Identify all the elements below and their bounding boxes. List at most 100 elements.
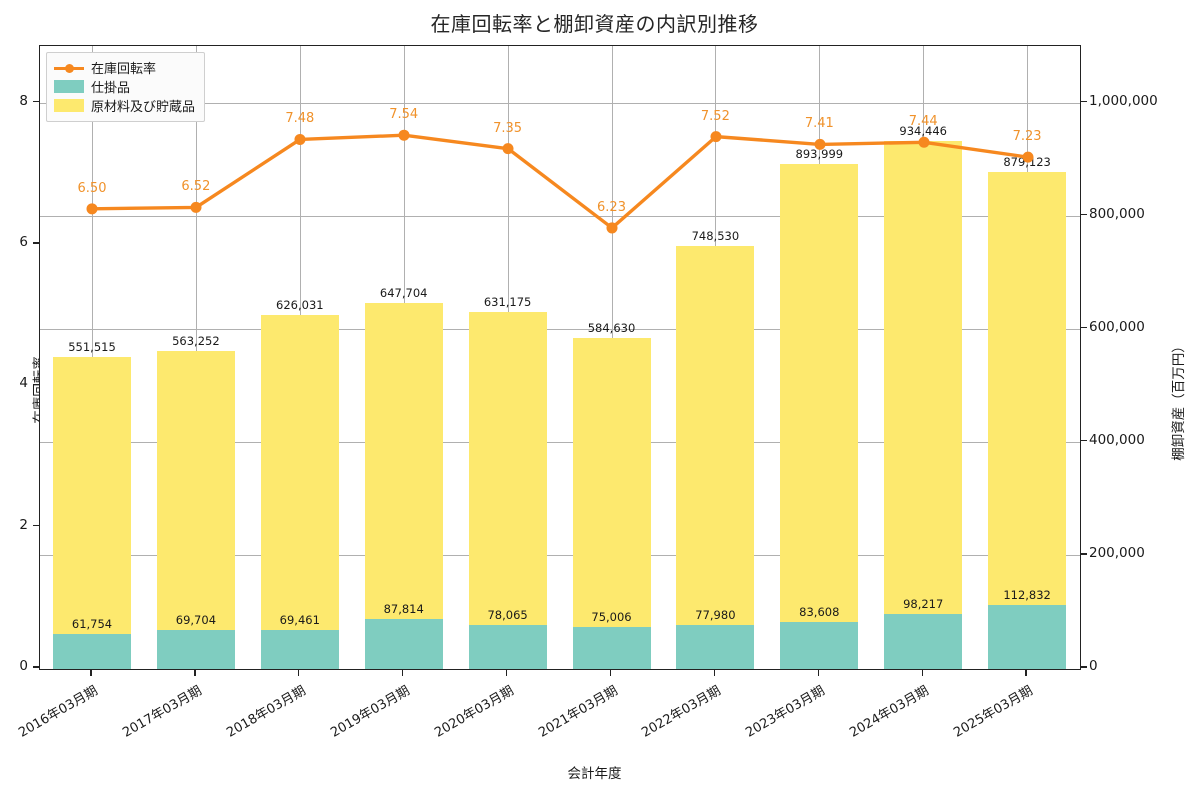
y-axis-right-tickmark: [1081, 100, 1087, 103]
bar-segment-wip[interactable]: [884, 613, 963, 669]
line-data-point[interactable]: [86, 203, 98, 215]
legend-item[interactable]: 在庫回転率: [54, 58, 195, 77]
bar-wip-label: 77,980: [695, 607, 736, 622]
x-axis-tickmark: [1025, 670, 1027, 676]
bar-segment-wip[interactable]: [988, 605, 1067, 669]
line-data-point[interactable]: [190, 201, 202, 213]
x-axis-tickmark: [817, 670, 819, 676]
line-data-point[interactable]: [1022, 151, 1034, 163]
bar-total-label: 584,630: [587, 321, 636, 336]
gridline-horizontal: [40, 328, 1080, 330]
x-axis-tickmark: [298, 670, 300, 676]
line-data-point[interactable]: [710, 131, 722, 143]
y-axis-right-tick-label: 800,000: [1089, 205, 1145, 222]
y-axis-left-tick-label: 2: [19, 516, 28, 533]
line-point-label: 6.50: [77, 180, 107, 196]
bar-segment-wip[interactable]: [780, 621, 859, 669]
legend-color-swatch-icon: [54, 80, 84, 93]
x-axis-tick-label: 2023年03月期: [743, 683, 828, 741]
bar-group[interactable]: 748,530 77,980: [676, 229, 755, 669]
legend-item-label: 原材料及び貯蔵品: [91, 100, 196, 115]
bar-total-label: 563,252: [172, 333, 220, 348]
bar-segment-wip[interactable]: [364, 619, 443, 669]
line-data-point[interactable]: [294, 133, 306, 145]
line-data-point[interactable]: [814, 138, 826, 150]
line-point-label: 7.52: [700, 108, 730, 124]
bar-segment-wip[interactable]: [676, 624, 755, 669]
line-data-point[interactable]: [502, 143, 514, 155]
line-point-label: 6.23: [597, 199, 626, 215]
legend-item-label: 仕掛品: [91, 81, 131, 96]
bar-segment-materials[interactable]: [364, 302, 443, 669]
bar-group[interactable]: 631,175 78,065: [468, 295, 547, 669]
line-point-label: 7.35: [493, 120, 523, 136]
bar-group[interactable]: 647,704 87,814: [364, 286, 443, 669]
plot-inner: 551,515 61,754 563,252 69,704 626,031 69,461 6…: [40, 46, 1080, 669]
line-series-svg: [86, 129, 1034, 234]
line-point-label: 7.48: [285, 111, 315, 127]
line-data-point[interactable]: [606, 222, 618, 234]
bar-wip-label: 78,065: [487, 607, 528, 622]
bar-group[interactable]: 551,515 61,754: [53, 340, 131, 669]
bar-total-label: 893,999: [795, 146, 844, 161]
bar-group[interactable]: 934,446 98,217: [884, 124, 963, 669]
y-axis-right-tick-label: 1,000,000: [1089, 92, 1158, 109]
bar-wip-label: 61,754: [71, 617, 113, 632]
y-axis-right-tickmark: [1081, 666, 1087, 668]
y-axis-right-tickmark: [1081, 553, 1087, 555]
bar-group[interactable]: 879,123112,832: [988, 155, 1067, 669]
y-axis-right-tick-label: 600,000: [1089, 318, 1145, 335]
bar-segment-materials[interactable]: [468, 312, 547, 669]
bar-segment-materials[interactable]: [53, 357, 131, 669]
y-axis-left-tick-label: 0: [19, 658, 28, 674]
line-point-label: 7.44: [908, 114, 938, 130]
bar-total-label: 748,530: [691, 228, 740, 243]
gridline-horizontal: [40, 441, 1080, 443]
line-point-label: 7.23: [1012, 129, 1042, 144]
legend-color-swatch-icon: [54, 99, 84, 112]
x-axis-tick-label: 2016年03月期: [16, 683, 101, 741]
bar-segment-wip[interactable]: [572, 626, 651, 669]
bar-total-label: 934,446: [899, 123, 947, 138]
x-axis-tickmark: [921, 670, 923, 676]
bar-segment-materials[interactable]: [884, 140, 963, 669]
y-axis-right-title: 棚卸資産（百万円）: [1171, 339, 1187, 461]
y-axis-right-tick-label: 200,000: [1089, 544, 1145, 561]
y-axis-left-tickmark: [33, 666, 39, 668]
legend-item[interactable]: 仕掛品: [54, 77, 195, 96]
gridline-horizontal: [40, 554, 1080, 556]
x-axis-tickmark: [90, 670, 92, 676]
bar-segment-materials[interactable]: [572, 338, 651, 669]
x-axis-tick-label: 2021年03月期: [535, 683, 620, 741]
chart-legend[interactable]: 在庫回転率仕掛品原材料及び貯蔵品: [46, 52, 206, 122]
x-axis-tickmark: [713, 670, 715, 676]
x-axis-tick-label: 2022年03月期: [639, 683, 724, 741]
x-axis-tick-label: 2025年03月期: [951, 683, 1036, 741]
legend-item[interactable]: 原材料及び貯蔵品: [54, 96, 195, 115]
line-data-point[interactable]: [918, 136, 930, 148]
x-axis-tick-label: 2017年03月期: [120, 683, 205, 741]
line-point-label: 6.52: [181, 179, 211, 195]
bar-segment-wip[interactable]: [53, 634, 131, 669]
bar-segment-materials[interactable]: [988, 171, 1067, 669]
line-series-path: [90, 133, 1030, 230]
bar-segment-materials[interactable]: [780, 163, 859, 669]
bar-segment-wip[interactable]: [468, 624, 547, 669]
bar-segment-wip[interactable]: [260, 629, 339, 669]
bar-segment-materials[interactable]: [676, 245, 755, 669]
bar-group[interactable]: 893,999 83,608: [780, 147, 859, 669]
bar-segment-wip[interactable]: [156, 629, 235, 669]
legend-item-label: 在庫回転率: [91, 62, 157, 77]
bar-segment-materials[interactable]: [260, 315, 339, 669]
bar-group[interactable]: 626,031 69,461: [260, 298, 339, 669]
bar-segment-materials[interactable]: [156, 350, 235, 669]
bar-group[interactable]: 584,630 75,006: [572, 321, 651, 669]
y-axis-right-tickmark: [1081, 327, 1087, 329]
bar-total-label: 551,515: [68, 340, 116, 355]
legend-line-marker-icon: [54, 61, 84, 75]
bar-group[interactable]: 563,252 69,704: [156, 334, 235, 669]
line-data-point[interactable]: [398, 129, 410, 141]
bar-wip-label: 69,461: [279, 612, 320, 627]
x-axis-tickmark: [505, 670, 508, 676]
